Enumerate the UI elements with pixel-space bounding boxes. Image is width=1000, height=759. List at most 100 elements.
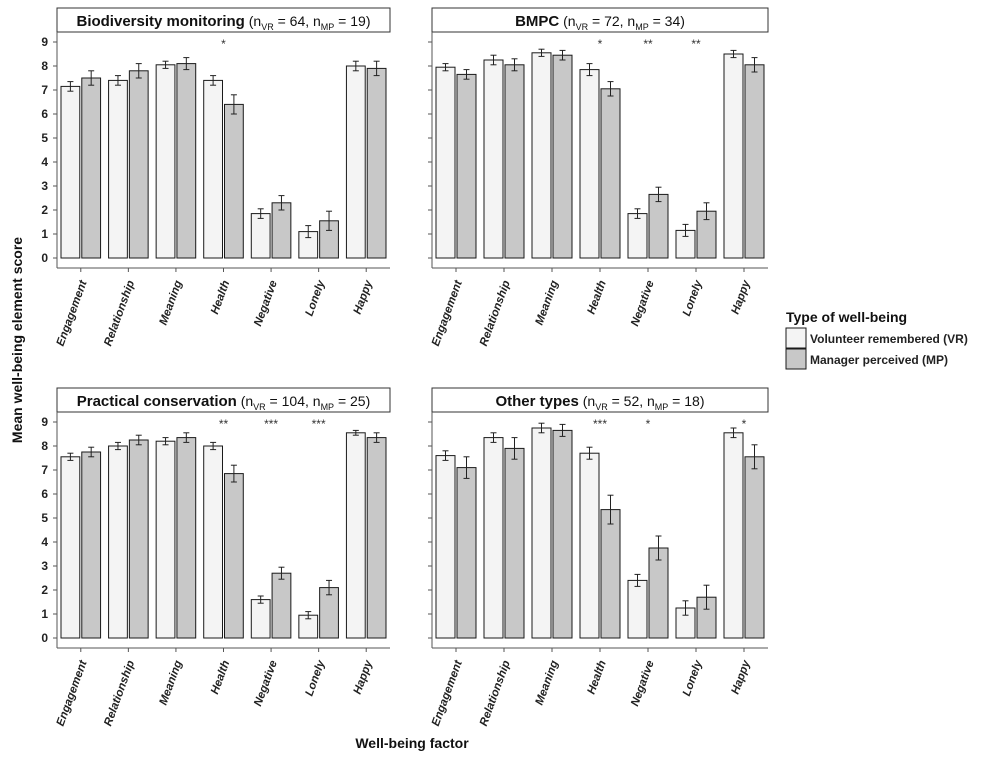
significance-marker: * [742,417,747,431]
x-tick-label: Engagement [55,658,90,728]
significance-marker: ** [643,37,653,51]
bar-vr [435,455,456,639]
significance-marker: *** [264,417,278,431]
significance-marker: * [598,37,603,51]
bar-vr [155,64,176,259]
y-tick-label: 9 [41,415,48,429]
bar-mp [128,70,149,259]
x-tick-label: Happy [730,658,754,696]
bar-mp [176,437,197,639]
bar-vr [108,445,128,639]
y-tick-label: 8 [41,59,48,73]
bar-mp [81,77,102,259]
bar-vr [203,445,223,639]
panel-title-box [431,7,769,33]
y-tick-label: 5 [41,511,48,525]
panel-title: Biodiversity monitoring (nVR = 64, nMP =… [56,7,391,33]
y-tick-label: 2 [41,583,48,597]
panel-title-text: BMPC (nVR = 72, nMP = 34) [515,13,685,32]
y-tick-label: 0 [41,251,48,265]
y-tick-label: 7 [41,83,48,97]
bar-mp [366,67,387,259]
bar-mp [224,103,244,259]
legend-swatch-vr [785,327,807,349]
bar-mp [366,437,387,639]
y-tick-label: 3 [41,179,48,193]
bar-vr [203,79,223,259]
y-tick-label: 4 [41,155,48,169]
y-tick-label: 8 [41,439,48,453]
significance-marker: * [646,417,651,431]
bar-vr [250,213,271,259]
bar-mp [271,202,292,259]
x-tick-label: Health [209,279,232,316]
bar-vr [579,69,600,259]
bar-mp [224,473,244,639]
legend-label-mp: Manager perceived (MP) [810,353,948,367]
y-tick-label: 1 [41,227,48,241]
bar-vr [483,59,504,259]
y-tick-label: 1 [41,607,48,621]
x-tick-label: Health [586,279,609,316]
legend: Type of well-being Volunteer remembered … [785,309,968,370]
y-tick-label: 9 [41,35,48,49]
x-tick-label: Happy [730,278,754,316]
bar-vr [531,427,552,639]
bar-mp [176,63,197,259]
bar-mp [552,429,573,639]
bar-mp [600,509,621,639]
bar-mp [744,456,765,639]
panel-title-box [56,7,391,33]
bar-mp [600,88,621,259]
y-tick-label: 0 [41,631,48,645]
bar-mp [271,572,292,639]
x-tick-label: Relationship [478,279,513,348]
y-tick-label: 7 [41,463,48,477]
x-tick-label: Lonely [681,278,705,317]
bar-vr [155,440,176,639]
legend-swatch-mp [785,348,807,370]
x-tick-label: Health [209,659,232,696]
x-tick-label: Lonely [304,658,328,697]
x-tick-label: Lonely [304,278,328,317]
bar-vr [483,437,504,639]
x-tick-label: Meaning [158,279,185,327]
bar-vr [627,213,648,259]
significance-marker: ** [691,37,701,51]
significance-marker: *** [593,417,607,431]
x-tick-label: Engagement [55,278,90,348]
x-tick-label: Relationship [478,659,513,728]
legend-label-vr: Volunteer remembered (VR) [810,332,968,346]
x-tick-label: Relationship [102,279,137,348]
x-tick-label: Relationship [102,659,137,728]
x-tick-label: Engagement [430,278,465,348]
panel-title-text: Practical conservation (nVR = 104, nMP =… [77,393,371,412]
significance-marker: * [221,37,226,51]
x-tick-label: Negative [252,658,280,708]
x-tick-label: Happy [352,658,376,696]
panel-title: Practical conservation (nVR = 104, nMP =… [56,387,391,413]
x-tick-label: Meaning [534,279,561,327]
y-tick-label: 3 [41,559,48,573]
x-tick-label: Negative [629,278,657,328]
x-tick-label: Engagement [430,658,465,728]
panel-2: BMPC (nVR = 72, nMP = 34) Engagement Relat… [428,7,769,348]
x-tick-label: Happy [352,278,376,316]
bar-vr [60,456,81,639]
x-tick-label: Meaning [158,659,185,707]
significance-marker: ** [219,417,229,431]
bar-vr [627,579,648,639]
bar-vr [435,66,456,259]
y-axis-label: Mean well-being element score [9,237,25,443]
bar-vr [531,52,552,259]
bar-mp [456,73,477,259]
panel-title-box [56,387,391,413]
bar-vr [250,599,271,639]
bar-mp [552,54,573,259]
x-tick-label: Negative [252,278,280,328]
y-tick-label: 2 [41,203,48,217]
panel-4: Other types (nVR = 52, nMP = 18) Engageme… [428,387,769,728]
y-tick-label: 6 [41,487,48,501]
panel-3: Practical conservation (nVR = 104, nMP =… [41,387,391,728]
panel-title-text: Biodiversity monitoring (nVR = 64, nMP =… [76,13,370,32]
